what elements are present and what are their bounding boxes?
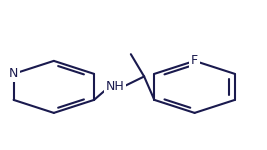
Text: N: N: [9, 67, 18, 80]
Text: F: F: [191, 54, 198, 67]
Text: NH: NH: [105, 80, 124, 93]
